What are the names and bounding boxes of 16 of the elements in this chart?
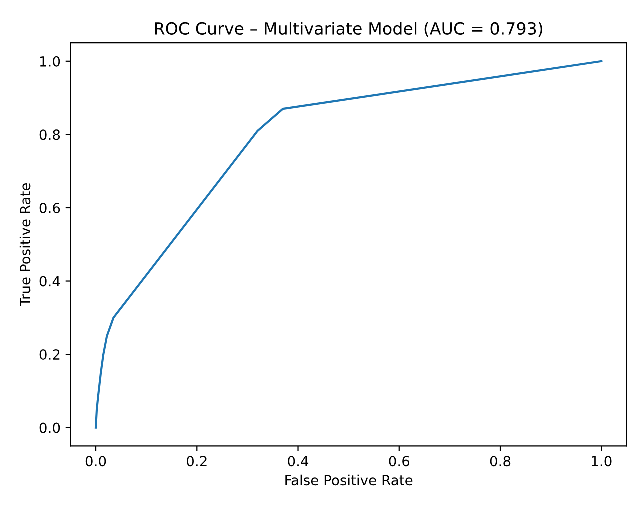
y-tick-label: 0.2: [40, 350, 60, 360]
x-tick-label: 0.0: [86, 456, 106, 467]
y-tick-label: 0.8: [40, 130, 60, 140]
x-tick-label: 0.6: [389, 456, 410, 467]
line-series: [94, 60, 603, 429]
x-tick-label: 0.4: [288, 456, 309, 467]
x-axis-title: False Positive Rate: [286, 474, 413, 486]
chart-title: ROC Curve – Multivariate Model (AUC = 0.793): [155, 22, 542, 37]
x-tick-label: 0.8: [490, 456, 511, 467]
y-tick-label: 0.4: [40, 276, 60, 287]
y-axis-title: True Positive Rate: [20, 184, 31, 307]
x-tick-label: 0.2: [187, 456, 207, 467]
y-tick-label: 0.0: [40, 422, 60, 434]
x-tick-label: 1.0: [592, 456, 612, 467]
y-tick-label: 1.0: [40, 56, 60, 67]
y-tick-label: 0.6: [40, 202, 60, 214]
